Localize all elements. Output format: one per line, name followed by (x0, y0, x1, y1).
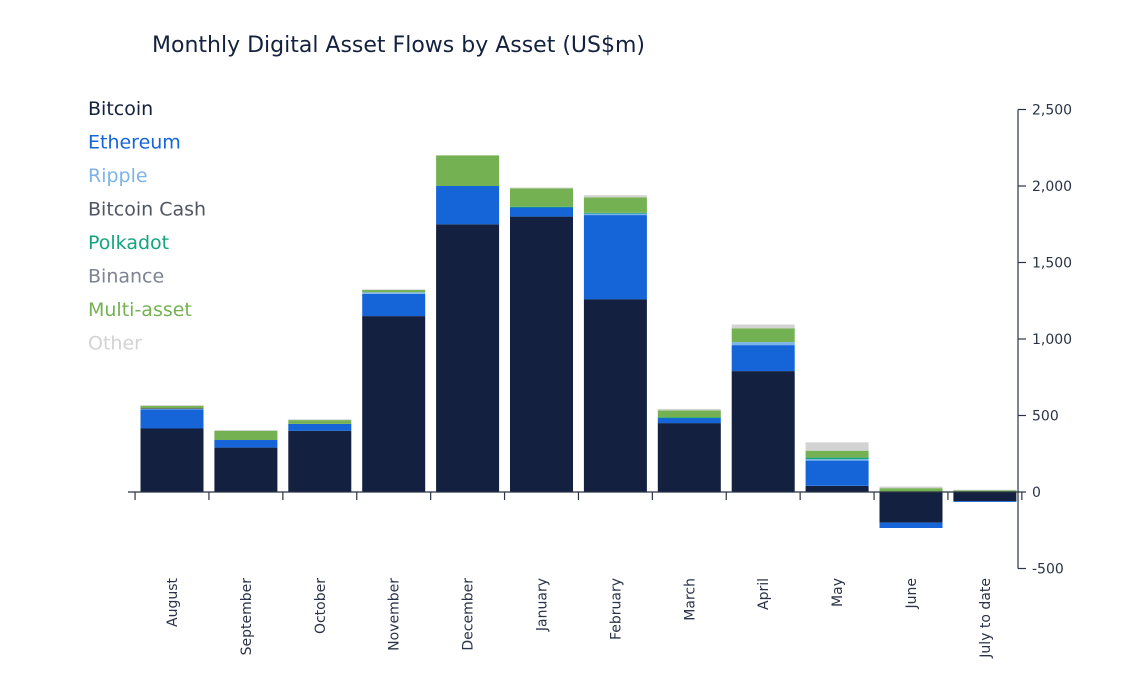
bar-september-ethereum (214, 440, 278, 448)
bar-august-other (140, 405, 204, 406)
x-tick-label-august: August (165, 577, 181, 627)
y-tick-label: 2,000 (1032, 179, 1072, 195)
bar-july-to-date-ethereum (953, 501, 1017, 502)
bar-may-multi-asset (805, 450, 869, 458)
y-tick-label: 2,500 (1032, 103, 1072, 119)
y-tick-label: 1,000 (1032, 332, 1072, 348)
x-tick-label-january: January (535, 578, 551, 632)
bar-august-bitcoin (140, 428, 204, 492)
bar-june-bitcoin (879, 492, 943, 523)
x-tick-label-may: May (830, 578, 846, 607)
bar-may-other (805, 442, 869, 451)
bar-december-ethereum (436, 186, 500, 225)
bar-november-bitcoin (362, 316, 426, 492)
bar-may-polkadot (805, 457, 869, 460)
bar-october-other (288, 419, 352, 421)
bar-october-bitcoin (288, 430, 352, 492)
bar-january-bitcoin (510, 216, 573, 492)
bar-december-bitcoin (436, 224, 500, 493)
bar-may-bitcoin (805, 485, 869, 492)
x-tick-label-december: December (461, 578, 477, 651)
bar-february-ripple (583, 213, 647, 215)
bar-january-multi-asset (510, 188, 573, 207)
legend-item-ripple: Ripple (88, 165, 148, 187)
bar-april-multi-asset (731, 328, 795, 343)
legend-item-binance: Binance (88, 266, 164, 288)
bars (140, 155, 1017, 528)
x-tick-label-november: November (387, 578, 403, 651)
x-tick-label-october: October (313, 578, 329, 634)
axes: 2,500 2,000 1,500 1,000 500 0 -500 August Septem… (128, 103, 1072, 659)
bar-january-polkadot (510, 206, 573, 208)
bar-july-to-date-other (953, 489, 1017, 491)
legend-item-bitcoin: Bitcoin (88, 98, 153, 120)
bar-april-ethereum (731, 345, 795, 372)
bar-november-other (362, 289, 426, 291)
x-tick-label-february: February (608, 578, 624, 640)
x-tick-label-april: April (756, 578, 772, 610)
legend-item-ethereum: Ethereum (88, 132, 181, 154)
bar-november-ethereum (362, 293, 426, 317)
bar-november-multi-asset (362, 290, 426, 293)
y-tick-label: -500 (1032, 562, 1064, 578)
y-tick-label: 1,500 (1032, 256, 1072, 272)
bar-january-other (510, 187, 573, 189)
bar-may-ethereum (805, 460, 869, 486)
legend-item-bitcoin-cash: Bitcoin Cash (88, 199, 206, 221)
bar-september-bitcoin (214, 447, 278, 492)
bar-february-bitcoin (583, 299, 647, 492)
bar-february-other (583, 195, 647, 198)
bar-march-ethereum (657, 417, 721, 424)
bar-june-ethereum (879, 522, 943, 528)
bar-november-ripple (362, 292, 426, 294)
legend-item-multi-asset: Multi-asset (88, 299, 192, 321)
chart-title: Monthly Digital Asset Flows by Asset (US… (152, 33, 645, 58)
bar-september-multi-asset (214, 430, 278, 440)
bar-october-ethereum (288, 423, 352, 431)
bar-march-other (657, 408, 721, 411)
x-tick-label-july-to-date: July to date (978, 578, 994, 659)
bar-april-bitcoin (731, 371, 795, 492)
bar-february-polkadot (583, 212, 647, 214)
bar-july-to-date-bitcoin (953, 492, 1017, 502)
bar-august-ethereum (140, 409, 204, 429)
bar-june-multi-asset (879, 488, 943, 492)
bar-march-multi-asset (657, 410, 721, 418)
bar-june-other (879, 486, 943, 489)
bar-october-multi-asset (288, 420, 352, 424)
y-tick-label: 500 (1032, 409, 1059, 425)
bar-april-other (731, 324, 795, 329)
bar-september-other (214, 430, 278, 431)
legend: Bitcoin Ethereum Ripple Bitcoin Cash Polkado… (88, 98, 206, 355)
legend-item-polkadot: Polkadot (88, 232, 169, 254)
y-tick-label: 0 (1032, 485, 1041, 501)
bar-april-ripple (731, 342, 795, 346)
bar-march-bitcoin (657, 423, 721, 492)
x-tick-label-june: June (904, 578, 920, 610)
bar-february-multi-asset (583, 197, 647, 213)
bar-december-multi-asset (436, 155, 500, 186)
bar-february-ethereum (583, 215, 647, 300)
bar-august-bitcoin-cash (140, 408, 204, 409)
x-tick-label-september: September (239, 578, 255, 656)
bar-may-ripple (805, 459, 869, 461)
legend-item-other: Other (88, 333, 142, 355)
x-tick-label-march: March (682, 578, 698, 621)
bar-january-ethereum (510, 207, 573, 217)
bar-august-multi-asset (140, 405, 204, 409)
bar-july-to-date-multi-asset (953, 490, 1017, 492)
bar-march-polkadot (657, 417, 721, 419)
